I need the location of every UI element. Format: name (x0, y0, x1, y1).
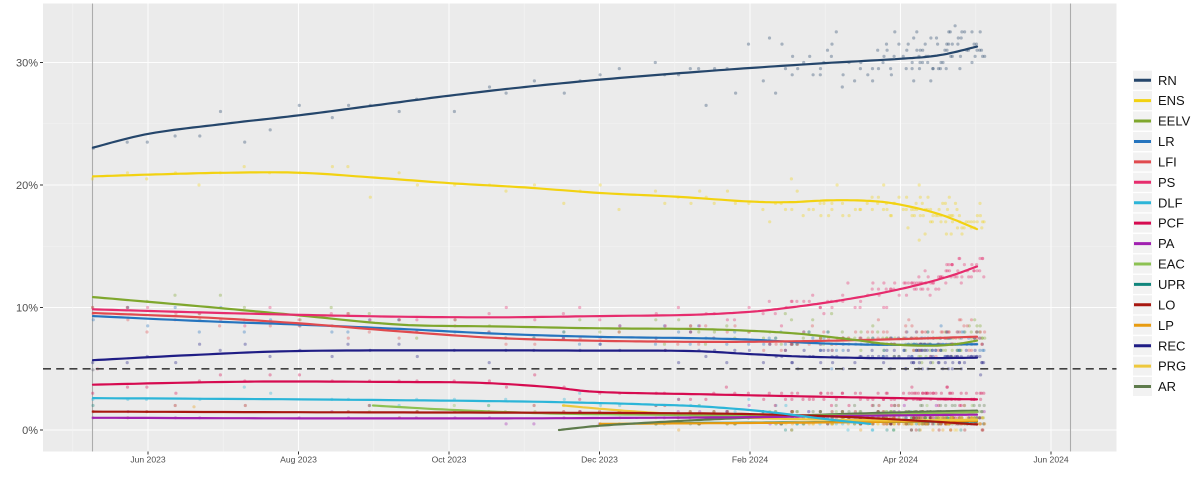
svg-text:LR: LR (1158, 134, 1175, 149)
svg-text:DLF: DLF (1158, 195, 1183, 210)
svg-text:20%: 20% (16, 180, 38, 192)
svg-text:RN: RN (1158, 73, 1177, 88)
svg-text:EELV: EELV (1158, 114, 1191, 129)
svg-text:LP: LP (1158, 318, 1174, 333)
svg-text:LFI: LFI (1158, 155, 1177, 170)
svg-text:PS: PS (1158, 175, 1176, 190)
svg-text:PCF: PCF (1158, 216, 1184, 231)
svg-text:Oct 2023: Oct 2023 (432, 455, 467, 465)
svg-text:PA: PA (1158, 236, 1175, 251)
svg-text:Apr 2024: Apr 2024 (883, 455, 918, 465)
svg-text:Dec 2023: Dec 2023 (581, 455, 618, 465)
svg-text:Jun 2023: Jun 2023 (130, 455, 166, 465)
svg-text:AR: AR (1158, 379, 1176, 394)
svg-text:LO: LO (1158, 297, 1175, 312)
svg-text:PRG: PRG (1158, 359, 1186, 374)
svg-text:EAC: EAC (1158, 257, 1185, 272)
svg-text:Jun 2024: Jun 2024 (1033, 455, 1069, 465)
svg-text:10%: 10% (16, 303, 38, 315)
svg-text:Aug 2023: Aug 2023 (280, 455, 317, 465)
svg-text:0%: 0% (22, 425, 38, 437)
svg-text:REC: REC (1158, 338, 1185, 353)
svg-text:UPR: UPR (1158, 277, 1185, 292)
svg-text:ENS: ENS (1158, 93, 1185, 108)
svg-text:Feb 2024: Feb 2024 (732, 455, 769, 465)
svg-text:30%: 30% (16, 58, 38, 70)
